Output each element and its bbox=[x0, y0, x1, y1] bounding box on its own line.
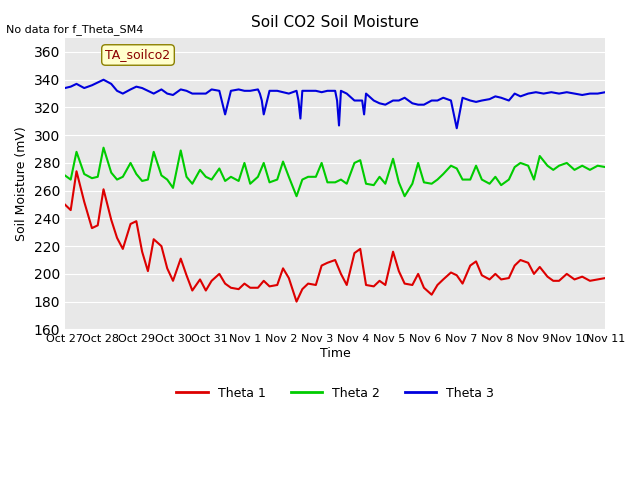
Line: Theta 2: Theta 2 bbox=[65, 148, 605, 196]
Line: Theta 3: Theta 3 bbox=[65, 80, 605, 128]
Theta 3 bbox=[100, 77, 108, 83]
Theta 3 bbox=[594, 91, 602, 96]
Theta 1 bbox=[602, 275, 609, 281]
Theta 2 bbox=[94, 174, 102, 180]
Theta 3 bbox=[453, 125, 461, 131]
Theta 2 bbox=[478, 177, 486, 182]
X-axis label: Time: Time bbox=[320, 347, 351, 360]
Theta 1 bbox=[67, 207, 74, 213]
Theta 3 bbox=[602, 89, 609, 95]
Theta 3 bbox=[138, 85, 146, 91]
Y-axis label: Soil Moisture (mV): Soil Moisture (mV) bbox=[15, 126, 28, 241]
Text: No data for f_Theta_SM4: No data for f_Theta_SM4 bbox=[6, 24, 144, 35]
Theta 2 bbox=[505, 177, 513, 182]
Theta 2 bbox=[602, 164, 609, 170]
Theta 2 bbox=[61, 172, 68, 178]
Theta 2 bbox=[100, 145, 108, 151]
Theta 1 bbox=[61, 202, 68, 207]
Text: TA_soilco2: TA_soilco2 bbox=[106, 48, 171, 61]
Theta 1 bbox=[100, 186, 108, 192]
Legend: Theta 1, Theta 2, Theta 3: Theta 1, Theta 2, Theta 3 bbox=[172, 382, 499, 405]
Theta 3 bbox=[202, 91, 210, 96]
Theta 2 bbox=[292, 193, 300, 199]
Theta 1 bbox=[337, 271, 345, 277]
Theta 2 bbox=[67, 177, 74, 182]
Theta 1 bbox=[312, 282, 320, 288]
Theta 2 bbox=[337, 177, 345, 182]
Theta 1 bbox=[505, 275, 513, 281]
Title: Soil CO2 Soil Moisture: Soil CO2 Soil Moisture bbox=[251, 15, 419, 30]
Theta 3 bbox=[511, 91, 518, 96]
Theta 1 bbox=[292, 299, 300, 304]
Theta 3 bbox=[61, 85, 68, 91]
Theta 1 bbox=[478, 272, 486, 278]
Line: Theta 1: Theta 1 bbox=[65, 171, 605, 301]
Theta 2 bbox=[312, 174, 320, 180]
Theta 1 bbox=[73, 168, 81, 174]
Theta 3 bbox=[216, 88, 223, 94]
Theta 3 bbox=[358, 97, 366, 103]
